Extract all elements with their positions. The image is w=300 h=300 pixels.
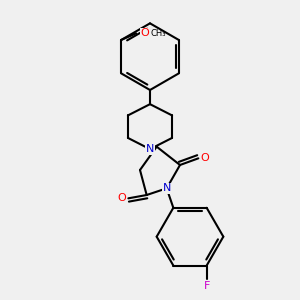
Text: CH₃: CH₃ (150, 29, 166, 38)
Text: N: N (146, 144, 154, 154)
Text: F: F (203, 280, 210, 290)
Text: N: N (163, 183, 171, 193)
Text: O: O (140, 28, 149, 38)
Text: O: O (201, 153, 209, 163)
Text: O: O (117, 193, 126, 203)
